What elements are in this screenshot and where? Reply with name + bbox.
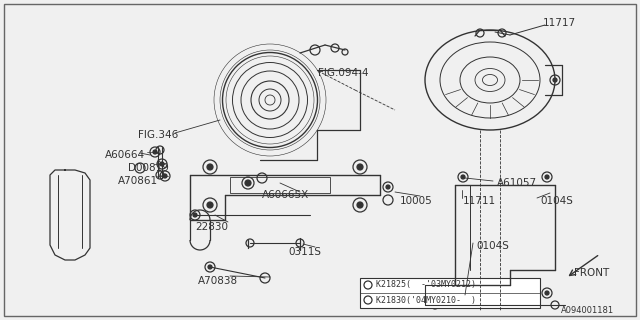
Circle shape [160,162,164,166]
Circle shape [153,150,157,154]
Text: A60664: A60664 [105,150,145,160]
Text: 0104S: 0104S [540,196,573,206]
Text: 0311S: 0311S [288,247,321,257]
Text: FIG.346: FIG.346 [138,130,179,140]
Bar [360,278,540,308]
Circle shape [163,174,167,178]
Circle shape [208,265,212,269]
Text: 0104S: 0104S [476,241,509,251]
Bar [230,177,330,193]
Circle shape [461,175,465,179]
Circle shape [545,291,549,295]
Text: 10005: 10005 [400,196,433,206]
Text: A61057: A61057 [497,178,537,188]
Text: A60665X: A60665X [262,190,309,200]
Circle shape [193,213,197,217]
Circle shape [357,202,363,208]
Circle shape [553,78,557,82]
Text: 11711: 11711 [463,196,496,206]
Circle shape [245,180,251,186]
Text: A70838: A70838 [198,276,238,286]
Text: 11717: 11717 [543,18,576,28]
Circle shape [461,291,465,295]
Circle shape [545,175,549,179]
Text: FIG.094-4: FIG.094-4 [318,68,369,78]
Text: D00819: D00819 [128,163,169,173]
Circle shape [357,164,363,170]
Circle shape [207,164,213,170]
Circle shape [207,202,213,208]
Text: K21825(  -'03MY0212): K21825( -'03MY0212) [376,281,476,290]
Text: A70861: A70861 [118,176,158,186]
Text: K21830('04MY0210-  ): K21830('04MY0210- ) [376,295,476,305]
Text: FRONT: FRONT [574,268,609,278]
Text: A094001181: A094001181 [561,306,614,315]
Text: 22830: 22830 [195,222,228,232]
Circle shape [386,185,390,189]
